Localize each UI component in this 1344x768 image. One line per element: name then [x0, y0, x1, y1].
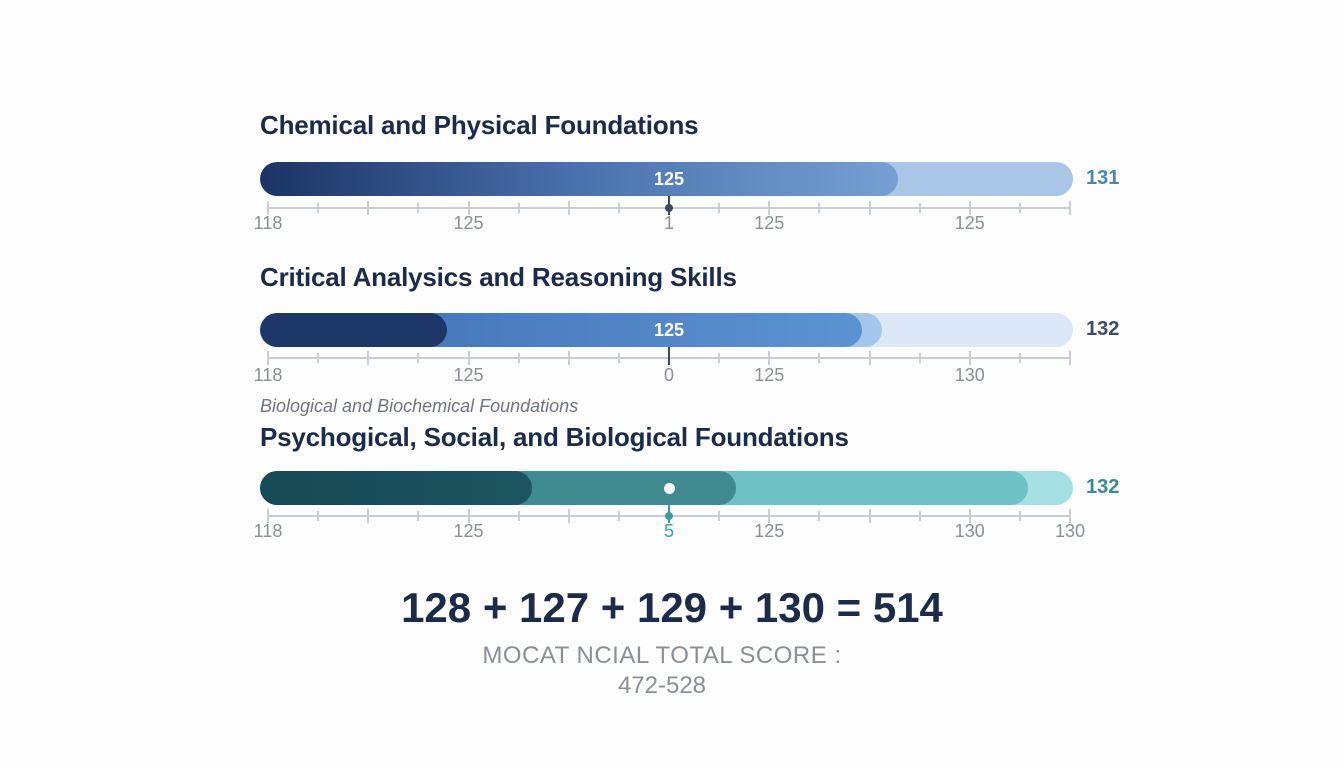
- axis-tick: [567, 201, 570, 215]
- score-marker-dot: [665, 512, 673, 520]
- axis-tick: [768, 351, 771, 365]
- axis-tick: [467, 351, 470, 365]
- axis-tick: [718, 203, 721, 213]
- tick-label: 118: [253, 365, 283, 385]
- axis-tick: [417, 353, 420, 363]
- max-score-label: 132: [1086, 318, 1120, 340]
- axis-tick: [317, 353, 320, 363]
- tick-label: 118: [253, 521, 283, 541]
- section-subtitle: Biological and Biochemical Foundations: [260, 396, 579, 416]
- axis-tick: [267, 201, 269, 215]
- axis-tick: [617, 353, 620, 363]
- axis-tick: [768, 509, 771, 523]
- total-score-range: 472-528: [617, 672, 707, 699]
- axis-tick: [567, 351, 570, 365]
- bar-score-label: 125: [653, 169, 685, 189]
- tick-label: 130: [954, 521, 985, 541]
- axis-tick: [317, 511, 320, 521]
- tick-label: 125: [754, 365, 785, 385]
- axis-tick: [868, 509, 871, 523]
- axis-tick: [968, 351, 971, 365]
- axis-tick: [317, 203, 320, 213]
- axis-tick: [367, 201, 370, 215]
- axis-tick: [1018, 511, 1021, 521]
- score-bar-track: [260, 162, 1073, 196]
- axis-tick: [417, 511, 420, 521]
- score-position-dot: [663, 482, 675, 494]
- tick-label: 0: [663, 365, 675, 385]
- axis-tick: [818, 511, 821, 521]
- axis-tick: [968, 509, 971, 523]
- axis-tick: [918, 353, 921, 363]
- axis-tick: [467, 201, 470, 215]
- tick-label: 125: [954, 213, 985, 233]
- axis-tick: [367, 509, 370, 523]
- axis-tick: [918, 203, 921, 213]
- bar-score-label: 125: [653, 320, 685, 340]
- axis-tick: [567, 509, 570, 523]
- axis-tick: [1069, 201, 1071, 215]
- axis-tick: [617, 203, 620, 213]
- axis-tick: [267, 351, 269, 365]
- tick-label: 125: [754, 521, 785, 541]
- max-score-label: 132: [1086, 476, 1120, 498]
- score-section-3: Biological and Biochemical Foundations Ps…: [254, 396, 1140, 566]
- score-bar-fill-3: [260, 471, 533, 505]
- tick-label: 125: [754, 213, 785, 233]
- score-section-1: Chemical and Physical Foundations 125 131 1…: [254, 110, 1140, 280]
- axis-tick: [718, 511, 721, 521]
- tick-label: 1: [663, 213, 675, 233]
- section-title: Critical Analysics and Reasoning Skills: [260, 262, 737, 292]
- axis-tick: [818, 353, 821, 363]
- axis-tick: [1018, 203, 1021, 213]
- axis-tick: [467, 509, 470, 523]
- tick-label: 5: [663, 521, 675, 541]
- tick-label: 125: [453, 365, 484, 385]
- score-marker-dot: [665, 204, 673, 212]
- axis-tick: [367, 351, 370, 365]
- axis-tick: [517, 203, 520, 213]
- score-marker-line: [668, 347, 670, 365]
- axis-tick: [1069, 351, 1071, 365]
- total-equation: 128 + 127 + 129 + 130 = 514: [401, 584, 943, 631]
- score-section-2: Critical Analysics and Reasoning Skills 1…: [254, 262, 1140, 432]
- axis-tick: [718, 353, 721, 363]
- tick-label: 125: [453, 213, 484, 233]
- score-bar-fill-3: [260, 313, 447, 347]
- axis-tick: [818, 203, 821, 213]
- max-score-label: 131: [1086, 167, 1120, 189]
- axis-tick: [417, 203, 420, 213]
- total-score-label: MOCAT NCIAL TOTAL SCORE :: [482, 642, 842, 669]
- tick-label: 130: [1054, 521, 1086, 541]
- axis-tick: [517, 353, 520, 363]
- score-bar-fill-1: [260, 162, 899, 196]
- axis-tick: [768, 201, 771, 215]
- axis-tick: [868, 351, 871, 365]
- axis-tick: [1069, 509, 1071, 523]
- tick-label: 130: [954, 365, 985, 385]
- axis-tick: [617, 511, 620, 521]
- axis-tick: [968, 201, 971, 215]
- score-bar-track: [260, 313, 1073, 347]
- axis-tick: [517, 511, 520, 521]
- section-title: Chemical and Physical Foundations: [260, 110, 699, 140]
- axis-tick: [1018, 353, 1021, 363]
- tick-label: 125: [453, 521, 484, 541]
- axis-tick: [918, 511, 921, 521]
- tick-label: 118: [253, 213, 283, 233]
- section-title: Psychogical, Social, and Biological Foun…: [260, 422, 849, 452]
- axis-tick: [267, 509, 269, 523]
- axis-tick: [868, 201, 871, 215]
